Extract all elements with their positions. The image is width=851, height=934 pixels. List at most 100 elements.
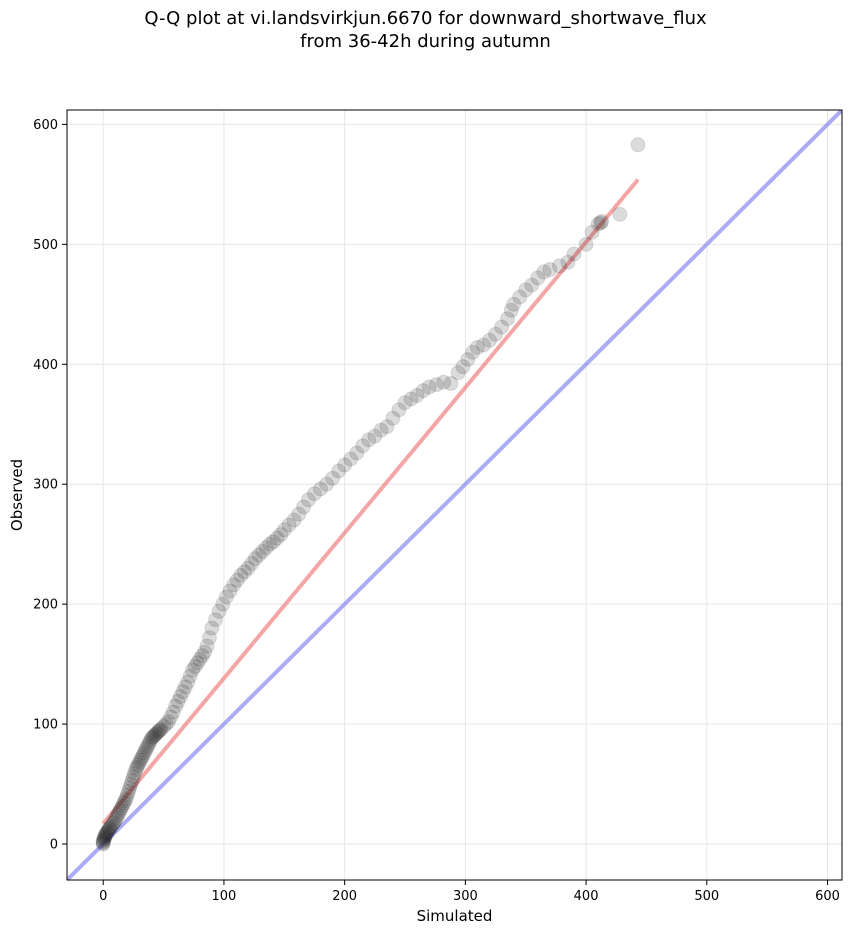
data-point [367, 428, 383, 444]
y-tick-label: 400 [33, 358, 58, 373]
grid-lines [67, 110, 842, 880]
data-point [236, 564, 252, 580]
data-point [142, 733, 158, 749]
data-point [192, 651, 208, 667]
data-point [415, 383, 431, 399]
data-point [331, 463, 347, 479]
data-point [101, 820, 117, 836]
data-point [175, 684, 191, 700]
x-axis-label: Simulated [417, 907, 493, 925]
data-point [391, 402, 407, 418]
data-point [125, 769, 141, 785]
data-point [107, 812, 123, 828]
x-tick-label: 100 [212, 889, 237, 904]
data-point [265, 534, 281, 550]
y-tick-label: 0 [50, 838, 58, 853]
data-point [189, 655, 205, 671]
data-point [233, 567, 249, 583]
data-point [99, 825, 115, 841]
data-point [361, 432, 377, 448]
x-tick-label: 600 [815, 889, 840, 904]
data-point [165, 704, 181, 720]
data-point [134, 750, 150, 766]
data-point [337, 457, 353, 473]
data-point [428, 377, 444, 393]
data-point [536, 264, 552, 280]
data-point [110, 807, 126, 823]
data-point [124, 772, 140, 788]
data-point [145, 729, 161, 745]
data-point [95, 836, 111, 852]
y-tick-label: 600 [33, 118, 58, 133]
data-point [177, 679, 193, 695]
data-point [136, 745, 152, 761]
plot-area-frame [66, 109, 843, 881]
data-point [135, 747, 151, 763]
data-point [218, 589, 234, 605]
data-point [98, 828, 114, 844]
y-tick-label: 100 [33, 718, 58, 733]
data-point [172, 688, 188, 704]
data-point [325, 470, 341, 486]
y-tick-label: 500 [33, 238, 58, 253]
data-point [133, 752, 149, 768]
data-point [286, 512, 302, 528]
data-point [313, 481, 329, 497]
data-point [355, 438, 371, 454]
data-point [552, 258, 568, 274]
data-point [160, 714, 176, 730]
data-point [151, 723, 167, 739]
data-point [291, 506, 307, 522]
data-point [146, 728, 162, 744]
data-point [593, 215, 609, 231]
data-point [98, 826, 114, 842]
data-point [197, 644, 213, 660]
data-point [95, 834, 111, 850]
x-tick-label: 200 [332, 889, 357, 904]
data-point [450, 365, 466, 381]
data-point [204, 620, 220, 636]
data-point [163, 709, 179, 725]
y-axis-label: Observed [8, 459, 26, 531]
data-point [409, 387, 425, 403]
data-point [300, 492, 316, 508]
data-point [524, 277, 540, 293]
data-point [119, 787, 135, 803]
data-point [116, 795, 132, 811]
data-point [403, 391, 419, 407]
data-point [590, 216, 606, 232]
x-axis-ticks: 0 100 200 300 400 500 600 [99, 880, 840, 904]
x-tick-label: 500 [694, 889, 719, 904]
data-point [273, 527, 289, 543]
data-point [187, 659, 203, 675]
data-point [436, 374, 452, 390]
data-point [130, 757, 146, 773]
data-point [121, 783, 137, 799]
data-point [518, 282, 534, 298]
data-point [255, 543, 271, 559]
data-point [296, 499, 312, 515]
data-point [185, 662, 201, 678]
data-point [397, 395, 413, 411]
data-point [460, 351, 476, 367]
data-point [512, 289, 528, 305]
data-point [584, 224, 600, 240]
data-point [153, 721, 169, 737]
data-point [150, 724, 166, 740]
data-point [139, 740, 155, 756]
data-point [144, 730, 160, 746]
data-point [158, 716, 174, 732]
data-point [500, 311, 516, 327]
data-point [141, 735, 157, 751]
data-point [211, 603, 227, 619]
data-point [443, 375, 459, 391]
data-point [129, 759, 145, 775]
data-point [503, 302, 519, 318]
data-point [455, 359, 471, 375]
data-point [117, 793, 133, 809]
data-point [123, 776, 139, 792]
data-point [201, 630, 217, 646]
data-point [112, 802, 128, 818]
y-tick-label: 200 [33, 598, 58, 613]
data-point [104, 818, 120, 834]
